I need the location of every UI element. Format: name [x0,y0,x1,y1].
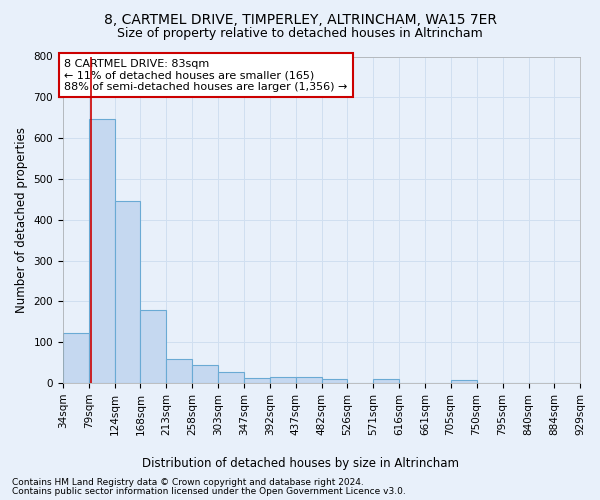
Text: Contains public sector information licensed under the Open Government Licence v3: Contains public sector information licen… [12,487,406,496]
Bar [218,372,244,383]
Bar [140,310,166,383]
Bar [63,334,89,383]
Bar [166,358,193,383]
Bar [373,380,399,383]
Bar [115,201,140,383]
Bar [296,377,322,383]
Bar [89,118,115,383]
Bar [244,378,270,383]
Bar [193,365,218,383]
Text: 8, CARTMEL DRIVE, TIMPERLEY, ALTRINCHAM, WA15 7ER: 8, CARTMEL DRIVE, TIMPERLEY, ALTRINCHAM,… [104,12,497,26]
Text: 8 CARTMEL DRIVE: 83sqm
← 11% of detached houses are smaller (165)
88% of semi-de: 8 CARTMEL DRIVE: 83sqm ← 11% of detached… [64,58,347,92]
Text: Distribution of detached houses by size in Altrincham: Distribution of detached houses by size … [142,458,458,470]
Bar [322,379,347,383]
Text: Size of property relative to detached houses in Altrincham: Size of property relative to detached ho… [117,28,483,40]
Y-axis label: Number of detached properties: Number of detached properties [15,127,28,313]
Text: Contains HM Land Registry data © Crown copyright and database right 2024.: Contains HM Land Registry data © Crown c… [12,478,364,487]
Bar [270,378,296,383]
Bar [451,380,476,383]
